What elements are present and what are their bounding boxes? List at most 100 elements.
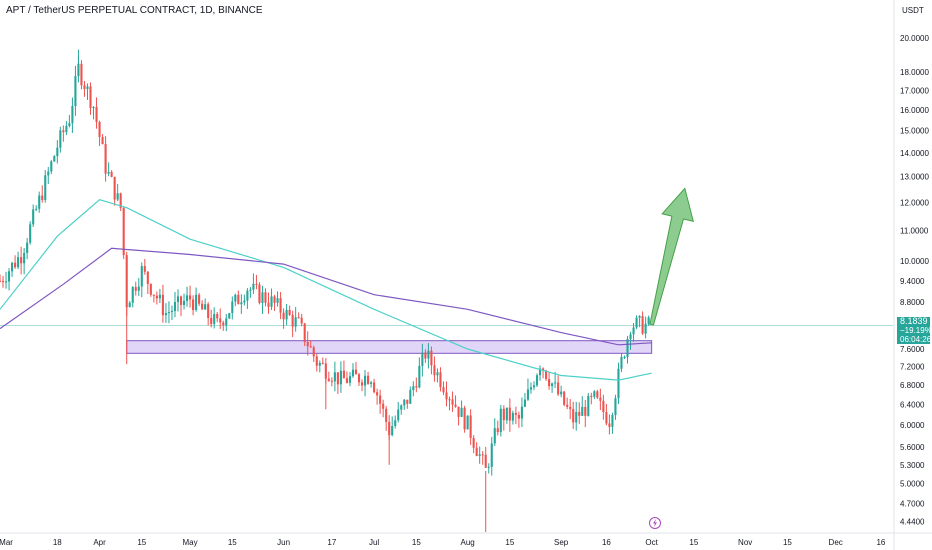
candle-body (360, 382, 364, 386)
candle-body (86, 86, 89, 90)
candle-body (228, 313, 231, 319)
candle-body (496, 428, 499, 433)
target-arrow (649, 187, 694, 326)
candle-body (421, 352, 424, 366)
candle-body (152, 294, 155, 296)
candle-body (140, 266, 143, 287)
candle-body (569, 406, 572, 410)
candle-body (587, 395, 590, 416)
price-tick-label: 18.0000 (900, 68, 929, 77)
candle-body (511, 412, 514, 421)
time-tick-label: Dec (829, 538, 843, 547)
candle-body (433, 365, 436, 376)
candle-body (50, 161, 53, 172)
candle-body (418, 365, 421, 388)
candle-body (508, 407, 511, 421)
candle-body (213, 313, 216, 324)
candle-body (632, 327, 635, 335)
currency-label[interactable]: USDT (902, 6, 924, 15)
time-tick-label: Mar (0, 538, 13, 547)
candle-body (23, 252, 26, 264)
candle-body (611, 414, 614, 427)
time-tick-label: Oct (645, 538, 658, 547)
candle-body (514, 412, 517, 415)
candle-body (155, 295, 158, 299)
candle-body (189, 295, 192, 300)
candle-body (557, 382, 560, 395)
candle-body (439, 372, 442, 388)
time-tick-label: Apr (93, 538, 106, 547)
candle-body (222, 322, 225, 326)
candle-body (65, 125, 68, 133)
time-tick-label: Aug (461, 538, 475, 547)
candle-body (596, 391, 599, 398)
candle-body (7, 271, 11, 282)
candle-body (128, 302, 131, 308)
candle-body (641, 316, 644, 334)
candle-body (647, 317, 650, 324)
candle-body (303, 323, 306, 343)
candle-body (599, 397, 602, 401)
candle-body (505, 407, 508, 421)
candle-body (394, 420, 397, 427)
candle-body (526, 389, 530, 400)
price-tick-label: 7.6000 (900, 345, 925, 354)
price-tick-label: 11.0000 (900, 226, 929, 235)
candle-body (493, 428, 496, 444)
time-tick-label: Sep (554, 538, 569, 547)
candle-body (538, 368, 542, 376)
candle-body (170, 311, 174, 313)
price-tick-label: 6.4000 (900, 400, 925, 409)
candle-body (231, 301, 234, 314)
candle-body (614, 398, 617, 415)
candle-body (98, 122, 101, 137)
candle-body (415, 386, 418, 388)
support-zone (126, 340, 653, 354)
support-zone-layer (126, 340, 653, 354)
price-tick-label: 9.4000 (900, 277, 925, 286)
candle-body (173, 302, 177, 312)
candle-body (110, 171, 113, 177)
price-tick-label: 10.0000 (900, 257, 929, 266)
candle-body (472, 437, 475, 448)
candle-body (351, 369, 355, 377)
candle-body (176, 296, 180, 303)
candle-body (554, 382, 557, 384)
time-tick-label: 16 (876, 538, 885, 547)
candle-body (330, 380, 333, 382)
time-tick-label: 15 (783, 538, 792, 547)
price-tick-label: 8.8000 (900, 298, 925, 307)
candle-body (53, 156, 56, 162)
candle-body (4, 281, 8, 283)
candle-body (379, 395, 382, 404)
candle-body (291, 314, 294, 327)
candle-body (47, 171, 50, 176)
candle-body (318, 362, 321, 366)
candle-body (602, 400, 605, 413)
candle-body (385, 408, 388, 422)
candle-body (216, 313, 219, 319)
candle-body (436, 372, 439, 376)
candle-body (445, 392, 448, 400)
candle-body (382, 403, 385, 409)
price-tick-label: 4.4400 (900, 518, 925, 527)
candle-body (62, 130, 65, 133)
candle-body (279, 298, 282, 313)
candle-body (532, 385, 536, 388)
candle-body (339, 370, 342, 385)
candle-body (578, 411, 581, 416)
candle-body (255, 283, 258, 285)
last-price-change: −19.19% (900, 326, 932, 335)
candle-body (388, 421, 391, 436)
candle-body (626, 339, 629, 357)
price-tick-label: 15.0000 (900, 127, 929, 136)
candle-body (276, 298, 279, 303)
candle-body (478, 454, 481, 456)
candle-body (367, 375, 370, 384)
candle-body (258, 284, 261, 303)
chart-title: APT / TetherUS PERPETUAL CONTRACT, 1D, B… (6, 5, 263, 16)
candle-body (403, 399, 406, 406)
candle-body (1, 280, 5, 282)
candle-body (116, 193, 119, 200)
